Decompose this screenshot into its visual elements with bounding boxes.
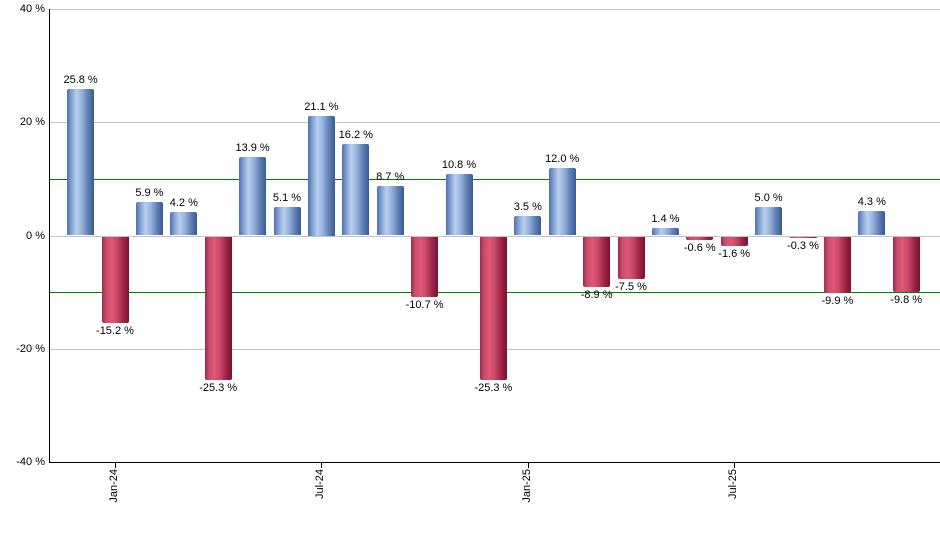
gridline-40pct xyxy=(49,9,940,10)
bar xyxy=(789,236,817,239)
bar xyxy=(342,143,370,236)
x-axis-tick-label: Jan-25 xyxy=(520,469,533,503)
bar xyxy=(239,156,267,236)
bar-value-label: 4.3 % xyxy=(857,196,886,209)
y-axis-tick-label: 40 % xyxy=(19,3,45,15)
x-axis-tick xyxy=(734,463,736,468)
bar xyxy=(445,174,473,236)
x-axis-tick-label: Jul-25 xyxy=(727,469,740,499)
bar-value-label: -0.3 % xyxy=(787,240,819,253)
bar xyxy=(135,202,163,236)
bar xyxy=(548,167,576,236)
bar-value-label: 5.0 % xyxy=(754,192,783,205)
bar-value-label: -25.3 % xyxy=(474,381,513,394)
bar xyxy=(204,236,232,380)
bar-value-label: 3.5 % xyxy=(513,200,542,213)
x-axis-tick-label: Jan-24 xyxy=(108,469,120,503)
bar xyxy=(686,236,714,240)
bar-value-label: 10.8 % xyxy=(441,159,477,172)
bar xyxy=(307,116,335,236)
x-axis-tick xyxy=(321,463,323,468)
y-axis-line xyxy=(49,9,50,462)
bar-value-label: -0.6 % xyxy=(683,241,716,254)
bar-value-label: 16.2 % xyxy=(338,128,373,141)
bar-value-label: 13.9 % xyxy=(235,141,270,154)
bar-value-label: 12.0 % xyxy=(545,152,580,165)
bar-value-label: 25.8 % xyxy=(63,74,98,87)
bar-value-label: -1.6 % xyxy=(718,247,751,260)
bar xyxy=(720,236,748,246)
x-axis-line xyxy=(49,462,940,463)
bar xyxy=(101,236,129,323)
bar xyxy=(617,236,645,279)
bar xyxy=(411,236,439,298)
y-axis-tick-label: -20 % xyxy=(16,343,45,355)
bar xyxy=(583,236,611,287)
bar-value-label: 4.2 % xyxy=(169,196,198,209)
bar-value-label: 21.1 % xyxy=(304,101,339,113)
x-axis-tick xyxy=(527,463,529,468)
bar-value-label: 1.4 % xyxy=(651,212,680,225)
x-axis-tick-label: Jul-24 xyxy=(314,469,327,499)
bar xyxy=(273,206,301,236)
bar xyxy=(67,89,95,236)
bar xyxy=(376,186,404,236)
bar-value-label: -7.5 % xyxy=(615,281,647,293)
bar-value-label: -10.7 % xyxy=(405,299,444,312)
bar xyxy=(755,207,783,236)
bar-value-label: 8.7 % xyxy=(376,171,405,184)
bar-value-label: -9.9 % xyxy=(821,294,854,307)
gridline-20pct xyxy=(49,122,940,123)
y-axis-tick-label: -40 % xyxy=(16,456,45,468)
x-axis-tick xyxy=(115,463,116,468)
bar-value-label: -9.8 % xyxy=(890,294,923,306)
reference-line-10pct xyxy=(49,179,940,180)
bar xyxy=(170,211,198,236)
bar-value-label: 5.1 % xyxy=(272,191,302,204)
bar xyxy=(892,236,920,292)
y-axis-tick-label: 20 % xyxy=(19,116,45,128)
bar xyxy=(514,215,542,236)
y-axis-tick-label: 0 % xyxy=(26,230,45,242)
bar-value-label: 5.9 % xyxy=(135,187,164,200)
bar xyxy=(479,236,507,380)
bar xyxy=(651,227,679,236)
bar-value-label: -8.9 % xyxy=(580,288,613,301)
bar-value-label: -15.2 % xyxy=(96,324,134,337)
bar xyxy=(823,236,851,293)
bar-value-label: -25.3 % xyxy=(199,381,238,394)
bar xyxy=(858,211,886,236)
